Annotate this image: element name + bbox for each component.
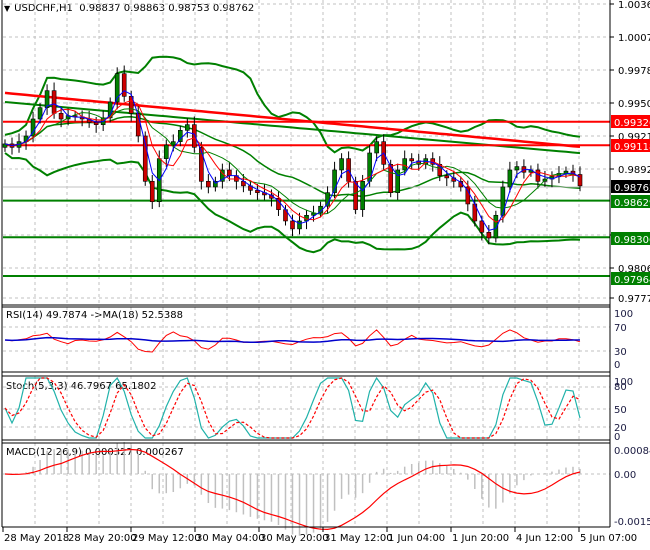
svg-text:0: 0 (614, 360, 620, 371)
svg-text:30: 30 (614, 347, 627, 358)
svg-text:30 May 04:00: 30 May 04:00 (196, 533, 265, 544)
svg-text:1.00365: 1.00365 (618, 0, 650, 11)
svg-text:0.98629: 0.98629 (614, 198, 650, 209)
svg-text:70: 70 (614, 323, 627, 334)
chart-header: ▼ USDCHF,H1 0.98837 0.98863 0.98753 0.987… (4, 3, 254, 15)
collapse-triangle-icon[interactable]: ▼ (4, 4, 11, 13)
svg-text:100: 100 (614, 309, 633, 320)
indicator-panels (4, 329, 581, 536)
svg-text:4 Jun 12:00: 4 Jun 12:00 (516, 533, 573, 544)
svg-text:0.97964: 0.97964 (614, 275, 650, 286)
svg-text:29 May 12:00: 29 May 12:00 (132, 533, 201, 544)
svg-text:-0.001533: -0.001533 (614, 517, 650, 528)
svg-text:1 Jun 20:00: 1 Jun 20:00 (452, 533, 509, 544)
panel-frames (1, 0, 611, 528)
svg-text:1.00075: 1.00075 (618, 33, 650, 44)
chart-grid (3, 0, 610, 527)
svg-text:0.98306: 0.98306 (614, 235, 650, 246)
rsi-label: RSI(14) 49.7874 ->MA(18) 52.5388 (6, 310, 183, 321)
low-value: 0.98753 (168, 3, 210, 14)
svg-text:50: 50 (614, 405, 627, 416)
symbol-label: USDCHF,H1 (14, 3, 73, 14)
open-value: 0.98837 (79, 3, 121, 14)
high-value: 0.98863 (123, 3, 166, 14)
svg-text:0.98925: 0.98925 (618, 165, 650, 176)
svg-text:0.000843: 0.000843 (614, 446, 650, 457)
svg-text:31 May 12:00: 31 May 12:00 (324, 533, 393, 544)
close-value: 0.98762 (212, 3, 255, 14)
svg-text:0.99118: 0.99118 (614, 142, 650, 153)
candlesticks (2, 65, 583, 245)
svg-text:28 May 2018: 28 May 2018 (4, 533, 69, 544)
svg-text:28 May 20:00: 28 May 20:00 (68, 533, 137, 544)
svg-text:80: 80 (614, 382, 627, 393)
svg-text:0.99785: 0.99785 (618, 66, 650, 77)
svg-text:100: 100 (614, 377, 633, 388)
svg-text:30 May 20:00: 30 May 20:00 (260, 533, 329, 544)
svg-text:0.00: 0.00 (614, 470, 636, 481)
svg-text:0.98762: 0.98762 (614, 183, 650, 194)
svg-text:0.99326: 0.99326 (614, 118, 650, 129)
svg-text:1 Jun 04:00: 1 Jun 04:00 (388, 533, 445, 544)
svg-text:0: 0 (614, 432, 620, 443)
svg-text:5 Jun 07:00: 5 Jun 07:00 (580, 533, 637, 544)
svg-text:20: 20 (614, 423, 627, 434)
support-resistance-lines (3, 120, 610, 278)
